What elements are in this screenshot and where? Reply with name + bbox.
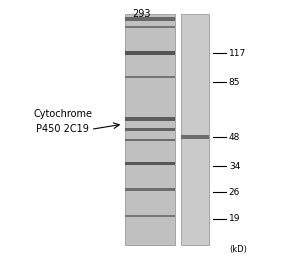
Bar xyxy=(125,215,175,217)
Text: 293: 293 xyxy=(132,8,151,18)
Bar xyxy=(181,14,209,245)
Text: 19: 19 xyxy=(229,214,240,223)
Bar xyxy=(125,162,175,165)
Bar xyxy=(125,26,175,28)
Text: 48: 48 xyxy=(229,133,240,142)
Text: 85: 85 xyxy=(229,78,240,87)
Text: P450 2C19: P450 2C19 xyxy=(36,124,89,134)
Text: 26: 26 xyxy=(229,188,240,197)
Bar xyxy=(125,117,175,121)
Text: 34: 34 xyxy=(229,162,240,171)
Text: Cytochrome: Cytochrome xyxy=(33,109,92,119)
Text: (kD): (kD) xyxy=(229,245,247,254)
Bar xyxy=(125,14,175,245)
Bar xyxy=(181,135,209,139)
Text: 117: 117 xyxy=(229,49,246,58)
Bar xyxy=(125,139,175,141)
Bar xyxy=(125,76,175,78)
Bar xyxy=(125,51,175,55)
Bar xyxy=(125,188,175,191)
Bar xyxy=(125,17,175,21)
Bar xyxy=(125,128,175,131)
